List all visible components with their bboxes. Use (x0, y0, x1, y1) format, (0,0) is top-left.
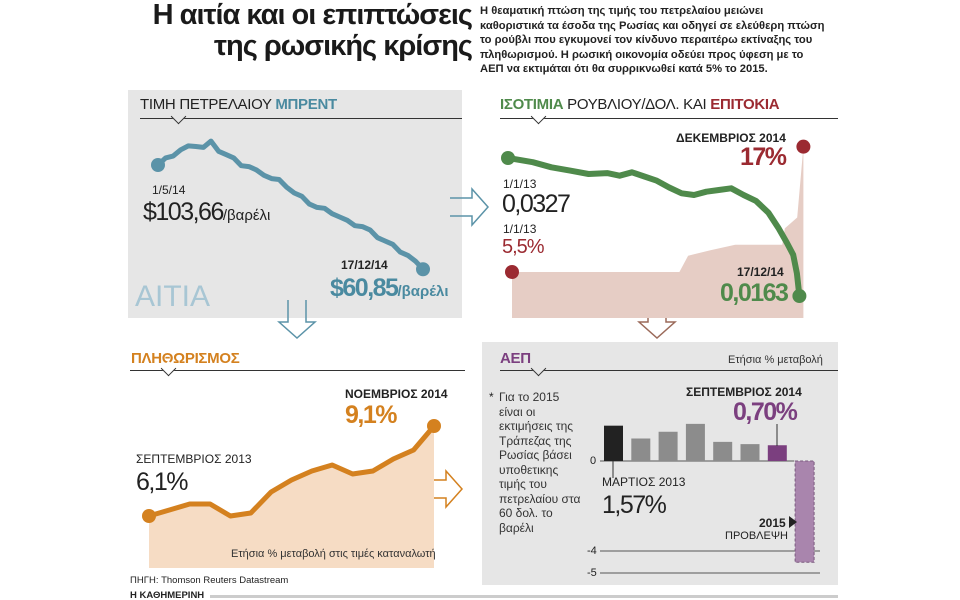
inflation-start-value: 6,1% (136, 468, 188, 496)
inflation-area (149, 426, 434, 568)
ruble-title-green: ΙΣΟΤΙΜΙΑ (500, 96, 564, 113)
ruble-panel-title: ΙΣΟΤΙΜΙΑ ΡΟΥΒΛΙΟΥ/ΔΟΛ. ΚΑΙ ΕΠΙΤΟΚΙΑ (500, 96, 780, 113)
inflation-start-point (142, 509, 156, 523)
oil-start-point (151, 158, 165, 172)
gdp-panel-title: ΑΕΠ (500, 350, 531, 367)
cause-watermark: ΑΙΤΙΑ (135, 280, 211, 313)
source-note: ΠΗΓΗ: Thomson Reuters Datastream (130, 575, 289, 586)
gdp-forecast-label: ΠΡΟΒΛΕΨΗ (725, 530, 788, 542)
gdp-first-value: 1,57% (602, 491, 667, 519)
oil-start-value: $103,66 (143, 198, 224, 226)
footer-rule (210, 595, 838, 598)
oil-price-line (156, 138, 425, 271)
oil-end-value: $60,85 (330, 274, 399, 302)
arrow-ruble-to-gdp-icon (637, 300, 677, 340)
gdp-first-label: ΜΑΡΤΙΟΣ 2013 (602, 475, 686, 489)
oil-title-prefix: ΤΙΜΗ ΠΕΤΡΕΛΑΙΟΥ (140, 96, 272, 113)
inflation-end-point (427, 419, 441, 433)
oil-panel (128, 90, 462, 318)
rate-end-date: ΔΕΚΕΜΒΡΙΟΣ 2014 (676, 131, 786, 145)
inflation-panel-title: ΠΛΗΘΩΡΙΣΜΟΣ (131, 350, 240, 367)
gdp-panel (482, 342, 838, 585)
rate-start-point (505, 265, 519, 279)
oil-end-point (416, 262, 430, 277)
oil-start-label: $103,66/βαρέλι (143, 198, 270, 227)
rate-start-date: 1/1/13 (503, 222, 537, 236)
gdp-last-label: ΣΕΠΤΕΜΒΡΙΟΣ 2014 (686, 385, 802, 399)
gdp-bar-q1-2013 (604, 425, 623, 461)
oil-end-label: $60,85/βαρέλι (330, 274, 449, 303)
inflation-line (148, 424, 436, 519)
inflation-end-date: ΝΟΕΜΒΡΙΟΣ 2014 (345, 387, 448, 401)
inflation-title-rule (130, 370, 465, 371)
oil-title-highlight: ΜΠΡΕΝΤ (275, 96, 337, 113)
gdp-tick-minus4: -4 (587, 545, 597, 557)
intro-text: Η θεαματική πτώση της τιμής του πετρελαί… (480, 5, 825, 76)
ruble-title-red: ΕΠΙΤΟΚΙΑ (710, 96, 780, 113)
ruble-start-value: 0,0327 (502, 190, 571, 218)
gdp-bar-q3-2014 (767, 445, 787, 461)
forecast-pointer-icon (789, 516, 797, 528)
gdp-bar-2015 (794, 460, 815, 563)
rate-end-point (796, 139, 811, 154)
gdp-bar-q1-2014 (713, 441, 733, 461)
oil-panel-title: ΤΙΜΗ ΠΕΤΡΕΛΑΙΟΥ ΜΠΡΕΝΤ (140, 96, 337, 113)
ruble-end-date: 17/12/14 (737, 265, 784, 279)
oil-end-unit: /βαρέλι (397, 283, 449, 300)
main-title: Η αιτία και οι επιπτώσεις της ρωσικής κρ… (152, 0, 473, 62)
rate-start-value: 5,5% (502, 236, 545, 258)
gdp-tick-0: 0 (590, 455, 597, 467)
gdp-bar-q3-2013 (658, 431, 678, 461)
gdp-title-rule (500, 370, 838, 371)
gdp-tick-minus5: -5 (587, 567, 597, 579)
oil-start-date: 1/5/14 (152, 183, 186, 197)
gdp-subtitle: Ετήσια % μεταβολή (728, 354, 823, 366)
arrow-oil-to-inflation-icon (277, 300, 317, 340)
gdp-bar-q2-2013 (631, 438, 651, 461)
gdp-bar-q2-2014 (740, 444, 760, 461)
gdp-bar-q4-2013 (685, 423, 705, 461)
inflation-caption: Ετήσια % μεταβολή στις τιμές καταναλωτή (231, 548, 436, 560)
publisher-name: Η ΚΑΘΗΜΕΡΙΝΗ (130, 590, 205, 600)
gdp-note-marker: * (489, 390, 494, 404)
rate-end-value: 17% (740, 143, 787, 171)
ruble-start-date: 1/1/13 (503, 177, 537, 191)
arrow-inflation-to-gdp-icon (424, 469, 464, 509)
inflation-start-date: ΣΕΠΤΕΜΒΡΙΟΣ 2013 (136, 452, 252, 466)
ruble-title-rule (500, 118, 838, 119)
gdp-last-value: 0,70% (733, 398, 798, 426)
inflation-end-value: 9,1% (345, 401, 397, 429)
gdp-forecast-year: 2015 (759, 516, 786, 530)
arrow-oil-to-ruble-icon (450, 187, 490, 227)
oil-title-rule (140, 118, 462, 119)
ruble-title-mid: ΡΟΥΒΛΙΟΥ/ΔΟΛ. ΚΑΙ (567, 96, 707, 113)
ruble-end-value: 0,0163 (720, 279, 789, 307)
ruble-rate-line (507, 155, 803, 297)
oil-start-unit: /βαρέλι (222, 207, 271, 224)
oil-end-date: 17/12/14 (341, 258, 388, 272)
interest-rate-area (512, 146, 804, 318)
ruble-start-point (501, 151, 515, 165)
gdp-note: Για το 2015 είναι οι εκτιμήσεις της Τράπ… (499, 390, 581, 535)
ruble-end-point (792, 289, 807, 304)
